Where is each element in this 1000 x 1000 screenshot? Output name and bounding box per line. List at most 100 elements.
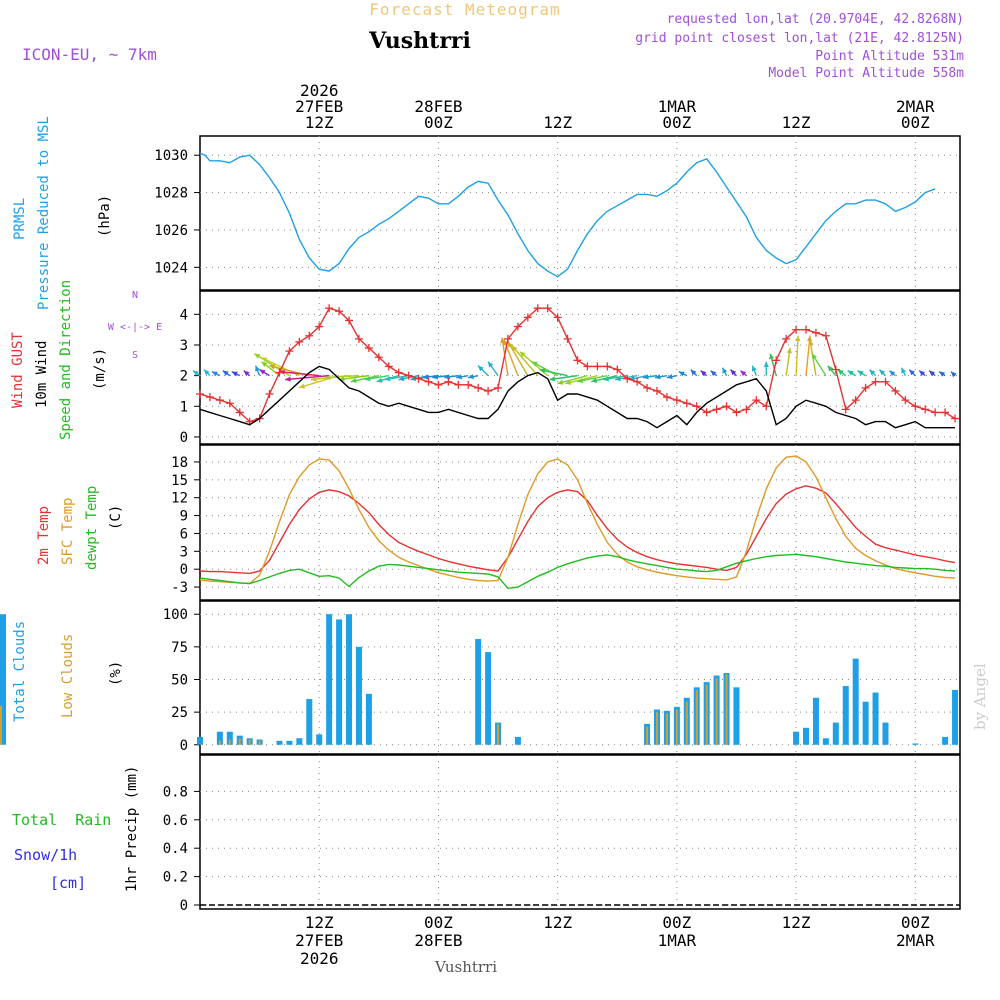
snow-label: Snow/1h — [14, 846, 77, 864]
wind-panel: 0 1 2 3 4 — [180, 290, 961, 446]
precip-panel: 0 0.2 0.4 0.6 0.8 — [163, 754, 961, 914]
y-tick-label: 4 — [180, 307, 188, 323]
model-altitude: Model Point Altitude 558m — [768, 66, 964, 81]
low-cloud-bar — [725, 674, 728, 745]
wind-arrowhead — [847, 370, 854, 376]
gust-marker — [553, 313, 562, 322]
total-cloud-bar — [852, 658, 859, 745]
wind-arrowhead — [827, 365, 834, 372]
y-tick-label: 1 — [180, 399, 188, 415]
y-tick-label: 0 — [180, 562, 188, 578]
total-cloud-bar — [296, 738, 303, 745]
snow-unit-label: [cm] — [50, 874, 86, 892]
gust-marker — [851, 396, 860, 405]
gust-marker — [205, 393, 214, 402]
wind-arrowhead — [889, 370, 896, 377]
gust-marker — [732, 408, 741, 417]
bottom-time-label: 12Z — [782, 913, 811, 932]
wind-arrowhead — [478, 365, 484, 372]
wind-arrowhead — [808, 339, 814, 346]
low-cloud-bar — [655, 712, 658, 745]
total-cloud-bar — [952, 689, 959, 745]
wind-arrowhead — [919, 370, 926, 377]
gust-marker — [792, 325, 801, 334]
gust-marker — [742, 405, 751, 414]
gust-marker — [722, 402, 731, 411]
gust-marker — [374, 353, 383, 362]
wind-arrowhead — [338, 376, 345, 382]
gust-marker — [782, 334, 791, 343]
wind-arrowhead — [203, 369, 210, 376]
gust-marker — [652, 386, 661, 395]
low-cloud-bar — [0, 705, 2, 745]
y-tick-label: 15 — [171, 473, 188, 489]
wind-arrowhead — [591, 377, 598, 383]
top-time-label: 00Z — [424, 113, 453, 132]
top-time-label: 12Z — [543, 113, 572, 132]
chart-subtitle: Forecast Meteogram — [369, 0, 560, 19]
gust-marker — [335, 307, 344, 316]
gust-marker — [285, 347, 294, 356]
gust-marker — [682, 399, 691, 408]
wind-arrowhead — [565, 379, 572, 385]
y-tick-label: 0 — [180, 738, 188, 754]
gust-marker — [702, 408, 711, 417]
wind-arrowhead — [422, 374, 429, 380]
wind-arrowhead — [763, 361, 769, 368]
wind-arrowhead — [557, 379, 564, 385]
y-tick-label: 3 — [180, 544, 188, 560]
wind-arrowhead — [539, 368, 546, 374]
gust-marker — [871, 377, 880, 386]
gust-label: Wind GUST — [10, 332, 26, 408]
gust-marker — [295, 337, 304, 346]
top-time-label: 00Z — [662, 113, 691, 132]
bottom-time-label: 2MAR — [896, 931, 935, 950]
low-cloud-bar — [248, 739, 251, 745]
wind-arrowhead — [261, 361, 268, 368]
gust-marker — [901, 396, 910, 405]
gust-marker — [464, 380, 473, 389]
low-cloud-bar — [238, 738, 241, 745]
2m-temp-line — [199, 485, 956, 575]
total-cloud-bar — [286, 740, 293, 745]
total-cloud-bar — [226, 731, 233, 745]
total-cloud-bar — [832, 722, 839, 745]
wind-arrowhead — [879, 369, 886, 376]
gust-marker — [841, 405, 850, 414]
compass-s: S — [132, 350, 138, 361]
y-tick-label: 12 — [171, 491, 188, 507]
wind-arrowhead — [364, 376, 371, 382]
wind-arrowhead — [324, 374, 331, 380]
wind-arrow — [285, 374, 330, 381]
gust-marker — [911, 402, 920, 411]
wind-frame — [199, 290, 961, 445]
total-clouds-label: Total Clouds — [12, 621, 28, 722]
gust-marker — [325, 304, 334, 313]
gust-marker — [692, 402, 701, 411]
y-tick-label: 0.2 — [163, 870, 188, 886]
y-tick-label: 25 — [171, 705, 188, 721]
pressure-side-label: PRMSL Pressure Reduced to MSL (hPa) — [12, 116, 113, 310]
gust-marker — [941, 408, 950, 417]
bottom-time-label: 00Z — [662, 913, 691, 932]
gust-marker — [414, 374, 423, 383]
gust-marker — [225, 399, 234, 408]
wind-arrowhead — [577, 378, 584, 384]
wind-arrowhead — [285, 376, 291, 382]
wind-arrowhead — [511, 345, 518, 352]
gust-marker — [881, 377, 890, 386]
total-cloud-bar — [276, 740, 283, 745]
total-cloud-bar — [862, 701, 869, 745]
gust-marker — [404, 371, 413, 380]
low-cloud-bar — [228, 739, 231, 745]
wind-arrowhead — [869, 369, 876, 376]
top-time-label: 00Z — [901, 113, 930, 132]
wind-arrowhead — [929, 370, 935, 377]
low-clouds-label: Low Clouds — [60, 634, 76, 718]
wind-arrowhead — [909, 369, 915, 376]
gust-marker — [364, 344, 373, 353]
clouds-frame — [199, 600, 961, 755]
gust-marker — [583, 362, 592, 371]
wind-arrowhead — [231, 371, 238, 377]
